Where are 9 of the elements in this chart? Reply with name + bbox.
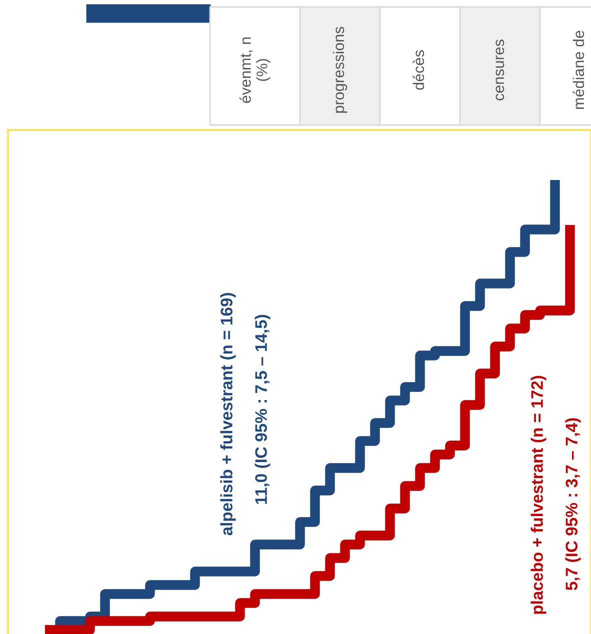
text: censures bbox=[496, 40, 504, 100]
annotation: 11,0 (IC 95% : 7,5 – 14,5) bbox=[254, 314, 270, 504]
text: placebo + fulvestrant (n = 172) bbox=[530, 376, 546, 614]
text: progressions bbox=[332, 26, 348, 113]
text: alpelisib + fulvestrant (n = 169) bbox=[220, 293, 236, 536]
text: évenmt, n (%) bbox=[239, 37, 270, 103]
text: décès bbox=[412, 50, 424, 90]
text: médiane de bbox=[572, 30, 584, 109]
annotation: 5,7 (IC 95% : 3,7 – 7,4) bbox=[565, 418, 581, 590]
